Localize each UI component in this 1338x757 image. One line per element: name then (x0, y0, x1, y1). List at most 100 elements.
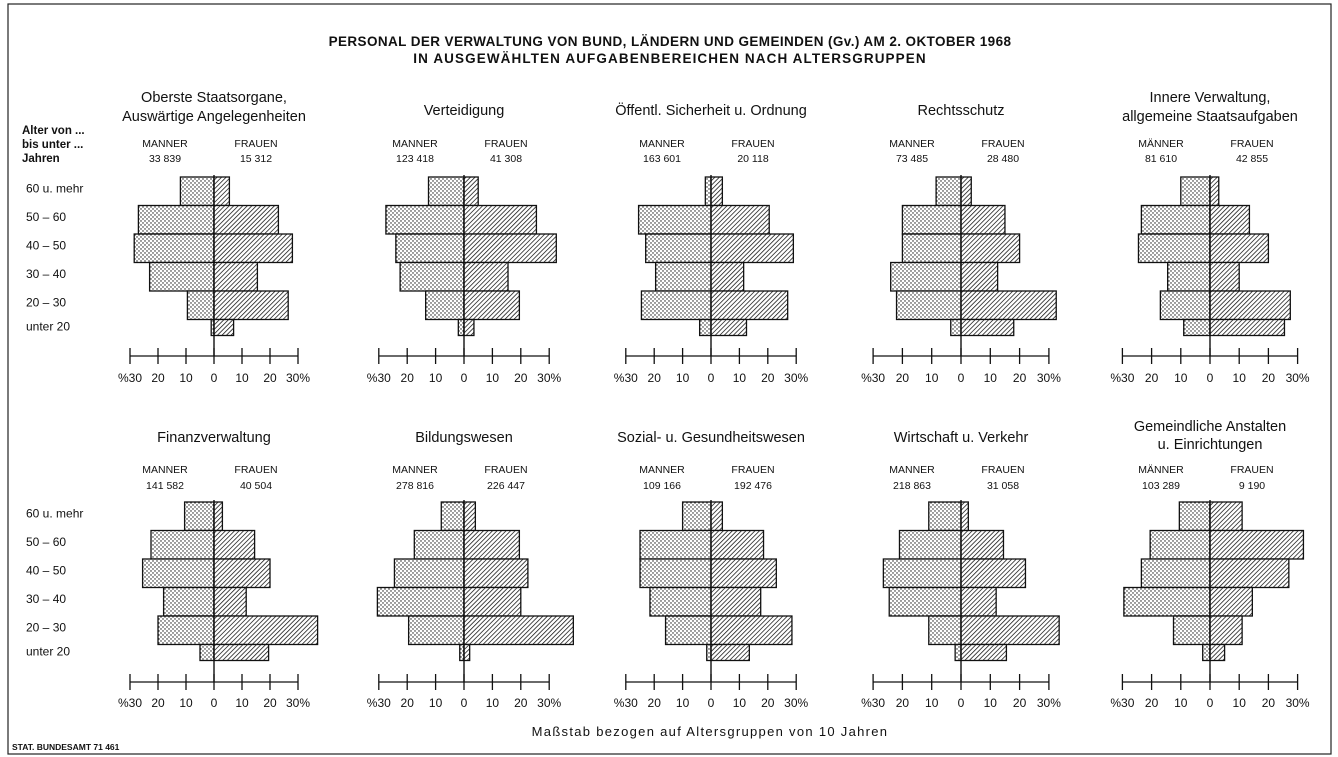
men-bar-30-40 (162, 586, 215, 617)
x-tick-label: 20 (151, 371, 165, 385)
x-tick-label: 10 (984, 696, 998, 710)
women-total: 31 058 (987, 480, 1019, 492)
women-bar-40-50 (1209, 558, 1290, 589)
x-tick-label: %30 (1110, 696, 1134, 710)
x-tick-label: 20 (1013, 696, 1027, 710)
women-total: 28 480 (987, 153, 1019, 165)
women-bar-20-30 (463, 290, 521, 321)
women-series-label: FRAUEN (731, 138, 774, 150)
women-bar-20-30 (213, 615, 319, 646)
men-bar-60-u-mehr (1178, 501, 1211, 532)
men-bar-40-50 (901, 233, 962, 264)
x-tick-label: %30 (367, 371, 391, 385)
x-tick-label: %30 (614, 371, 638, 385)
scale-note: Maßstab bezogen auf Altersgruppen von 10… (532, 724, 889, 739)
women-bar-60-u-mehr (710, 176, 724, 207)
women-series-label: FRAUEN (731, 464, 774, 476)
women-series-label: FRAUEN (1230, 464, 1273, 476)
age-axis-header: Alter von ... bis unter ... Jahren (22, 125, 85, 165)
x-tick-label: %30 (118, 371, 142, 385)
x-tick-label: 0 (708, 696, 715, 710)
x-tick-label: 30% (537, 696, 561, 710)
men-bar-60-u-mehr (704, 176, 712, 207)
x-tick-label: 20 (1262, 696, 1276, 710)
x-tick-label: 20 (1145, 371, 1159, 385)
men-bar-50-60 (137, 204, 215, 235)
age-group-label-unter-20: unter 20 (26, 645, 70, 659)
age-axis-header-line-3: Jahren (22, 153, 60, 165)
figure-title-line-2: IN AUSGEWÄHLTEN AUFGABENBEREICHEN NACH A… (413, 51, 926, 66)
age-group-labels-row-1: 60 u. mehr 50 – 60 40 – 50 30 – 40 20 – 30 un… (26, 181, 83, 333)
x-tick-label: 20 (648, 371, 662, 385)
women-bar-unter-20 (463, 318, 475, 337)
x-tick-label: 10 (925, 696, 939, 710)
x-tick-label: %30 (1110, 371, 1134, 385)
men-bar-60-u-mehr (440, 501, 465, 532)
men-bar-50-60 (898, 529, 962, 560)
x-tick-label: 20 (896, 371, 910, 385)
women-bar-50-60 (463, 529, 521, 560)
men-bar-50-60 (1149, 529, 1211, 560)
x-tick-label: 20 (514, 696, 528, 710)
x-tick-label: 30% (286, 696, 310, 710)
women-bar-60-u-mehr (1209, 176, 1220, 207)
x-tick-label: 30% (1286, 696, 1310, 710)
men-total: 163 601 (643, 153, 681, 165)
x-tick-label: 30% (537, 371, 561, 385)
women-bar-20-30 (960, 290, 1057, 321)
men-bar-50-60 (637, 204, 712, 235)
x-tick-label: 0 (211, 371, 218, 385)
x-tick-label: 20 (514, 371, 528, 385)
men-total: 141 582 (146, 480, 184, 492)
women-bar-30-40 (960, 586, 997, 617)
x-tick-label: 20 (648, 696, 662, 710)
age-axis-header-line-2: bis unter ... (22, 139, 83, 151)
x-tick-label: 10 (179, 371, 193, 385)
x-tick-label: 20 (401, 696, 415, 710)
women-total: 42 855 (1236, 153, 1268, 165)
men-bar-40-50 (882, 558, 962, 589)
women-total: 192 476 (734, 480, 772, 492)
women-bar-unter-20 (1209, 643, 1226, 662)
women-bar-40-50 (710, 233, 795, 264)
men-bar-60-u-mehr (681, 501, 712, 532)
men-bar-60-u-mehr (183, 501, 215, 532)
women-bar-60-u-mehr (213, 501, 224, 532)
women-total: 40 504 (240, 480, 272, 492)
women-bar-30-40 (710, 261, 745, 292)
men-bar-50-60 (639, 529, 712, 560)
men-bar-unter-20 (457, 318, 465, 337)
x-tick-label: 0 (461, 371, 468, 385)
men-bar-30-40 (399, 261, 465, 292)
x-tick-label: 20 (896, 696, 910, 710)
age-group-label-30-40: 30 – 40 (26, 267, 66, 281)
women-total: 41 308 (490, 153, 522, 165)
x-tick-label: 10 (733, 371, 747, 385)
x-tick-label: 10 (235, 371, 249, 385)
men-bar-20-30 (928, 615, 962, 646)
women-series-label: FRAUEN (234, 464, 277, 476)
x-tick-label: 10 (235, 696, 249, 710)
women-bar-50-60 (960, 204, 1006, 235)
men-bar-unter-20 (950, 318, 962, 337)
women-series-label: FRAUEN (1230, 138, 1273, 150)
women-bar-unter-20 (463, 643, 471, 662)
women-bar-30-40 (1209, 586, 1253, 617)
x-tick-label: 20 (1145, 696, 1159, 710)
x-tick-label: 10 (1233, 371, 1247, 385)
men-bar-30-40 (890, 261, 962, 292)
men-total: 109 166 (643, 480, 681, 492)
women-bar-20-30 (710, 290, 789, 321)
men-series-label: MÄNNER (1138, 138, 1184, 150)
chart-title-line-1: Oberste Staatsorgane, (141, 90, 287, 106)
x-tick-label: 10 (486, 371, 500, 385)
men-series-label: MANNER (392, 138, 438, 150)
women-bar-60-u-mehr (960, 501, 969, 532)
women-bar-40-50 (463, 233, 557, 264)
figure-title-line-1: PERSONAL DER VERWALTUNG VON BUND, LÄNDER… (329, 34, 1012, 49)
x-tick-label: 20 (761, 696, 775, 710)
men-bar-50-60 (1140, 204, 1211, 235)
men-bar-20-30 (1172, 615, 1211, 646)
women-bar-40-50 (463, 558, 529, 589)
x-tick-label: 20 (263, 371, 277, 385)
